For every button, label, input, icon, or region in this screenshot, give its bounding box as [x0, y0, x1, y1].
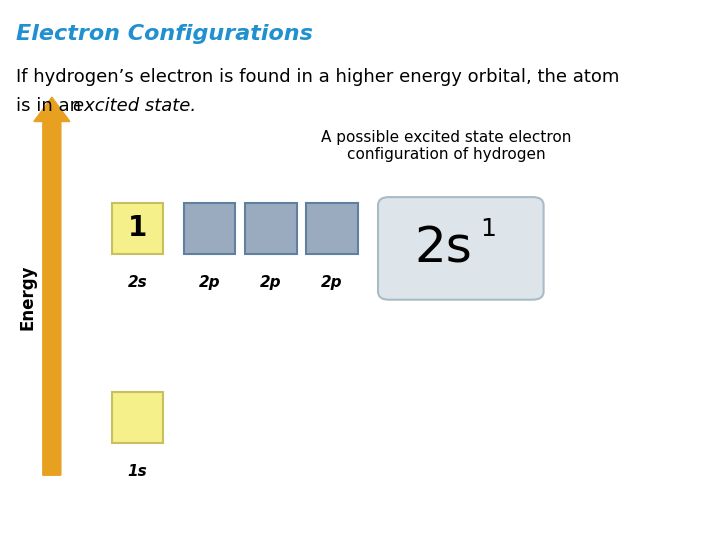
Text: 2s: 2s — [127, 275, 148, 291]
FancyArrow shape — [34, 97, 70, 475]
Text: Electron Configurations: Electron Configurations — [16, 24, 312, 44]
Text: is in an: is in an — [16, 97, 86, 115]
FancyBboxPatch shape — [184, 202, 235, 254]
Text: 2p: 2p — [199, 275, 220, 291]
Text: excited state.: excited state. — [73, 97, 196, 115]
Text: 2s: 2s — [414, 225, 472, 272]
FancyBboxPatch shape — [245, 202, 297, 254]
FancyBboxPatch shape — [306, 202, 358, 254]
Text: 1: 1 — [128, 214, 147, 242]
FancyBboxPatch shape — [112, 202, 163, 254]
Text: A possible excited state electron
configuration of hydrogen: A possible excited state electron config… — [321, 130, 572, 162]
Text: 2p: 2p — [260, 275, 282, 291]
Text: 1: 1 — [480, 218, 496, 241]
FancyBboxPatch shape — [112, 392, 163, 443]
Text: Energy: Energy — [19, 264, 36, 330]
Text: 1s: 1s — [127, 464, 148, 480]
Text: If hydrogen’s electron is found in a higher energy orbital, the atom: If hydrogen’s electron is found in a hig… — [16, 68, 619, 85]
Text: 2p: 2p — [321, 275, 343, 291]
FancyBboxPatch shape — [378, 197, 544, 300]
